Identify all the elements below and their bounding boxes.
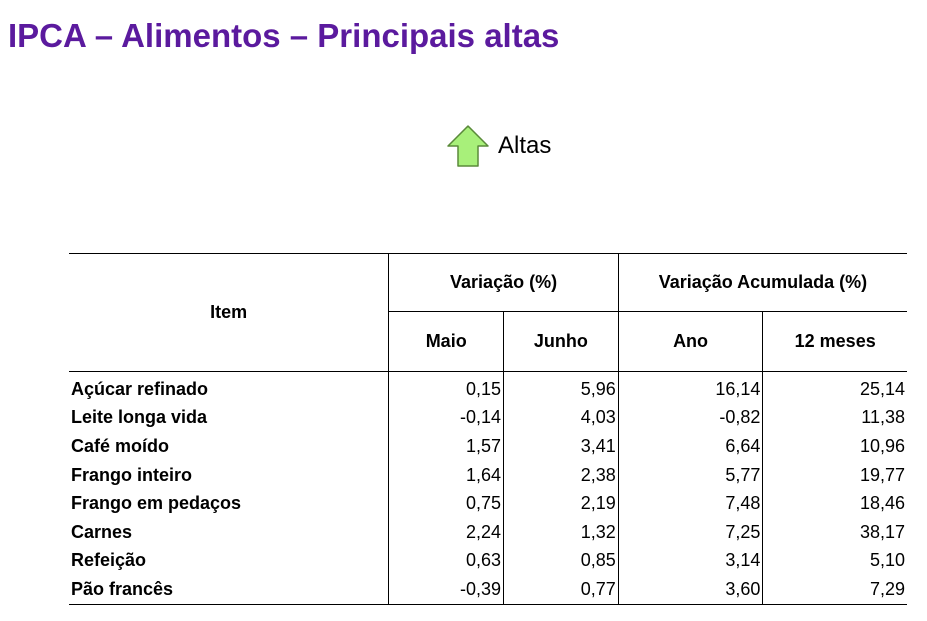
cell-maio: 2,24 <box>388 517 504 547</box>
row-item-label: Frango inteiro <box>71 464 192 485</box>
cell-maio: 0,15 <box>388 371 504 404</box>
header-item: Item <box>69 253 389 372</box>
header-12-meses: 12 meses <box>762 311 907 372</box>
cell-ano: 7,48 <box>617 489 763 518</box>
cell-doze-meses: 18,46 <box>762 489 907 518</box>
cell-junho: 2,19 <box>503 489 619 518</box>
header-ano: Ano <box>617 311 763 372</box>
arrow-up-icon <box>447 125 489 167</box>
cell-doze-meses: 11,38 <box>762 403 907 433</box>
cell-doze-meses: 7,29 <box>762 575 907 605</box>
cell-junho: 0,77 <box>503 575 619 605</box>
table-row: Açúcar refinado 0,15 5,96 16,14 25,14 <box>69 371 907 404</box>
cell-maio: 1,64 <box>388 460 504 490</box>
cell-maio: -0,14 <box>388 403 504 433</box>
legend-label: Altas <box>498 132 552 159</box>
cell-junho: 4,03 <box>503 403 619 433</box>
cell-ano: 5,77 <box>617 460 763 490</box>
table-body: Açúcar refinado 0,15 5,96 16,14 25,14 Leite l… <box>69 371 907 605</box>
table-row: Pão francês -0,39 0,77 3,60 7,29 <box>69 575 907 605</box>
page-title: IPCA – Alimentos – Principais altas <box>8 17 560 54</box>
cell-ano: 16,14 <box>617 371 763 404</box>
header-junho: Junho <box>503 311 619 372</box>
legend: Altas <box>446 124 551 168</box>
cell-ano: -0,82 <box>617 403 763 433</box>
cell-doze-meses: 5,10 <box>762 546 907 576</box>
row-item-label: Açúcar refinado <box>71 378 209 399</box>
cell-ano: 7,25 <box>617 517 763 547</box>
row-item-label: Café moído <box>71 435 170 456</box>
table-row: Leite longa vida -0,14 4,03 -0,82 11,38 <box>69 403 907 433</box>
header-variacao-acumulada: Variação Acumulada (%) <box>617 253 907 312</box>
cell-ano: 6,64 <box>617 432 763 461</box>
cell-junho: 1,32 <box>503 517 619 547</box>
table-row: Frango inteiro 1,64 2,38 5,77 19,77 <box>69 460 907 490</box>
table-row: Frango em pedaços 0,75 2,19 7,48 18,46 <box>69 489 907 518</box>
cell-ano: 3,60 <box>617 575 763 605</box>
header-maio: Maio <box>388 311 504 372</box>
cell-junho: 3,41 <box>503 432 619 461</box>
row-item-label: Carnes <box>71 521 133 542</box>
cell-maio: 0,75 <box>388 489 504 518</box>
cell-ano: 3,14 <box>617 546 763 576</box>
row-item-label: Refeição <box>71 550 147 571</box>
cell-maio: -0,39 <box>388 575 504 605</box>
row-item-label: Frango em pedaços <box>71 493 242 514</box>
price-table: Item Variação (%) Variação Acumulada (%)… <box>69 253 907 605</box>
table-row: Refeição 0,63 0,85 3,14 5,10 <box>69 546 907 576</box>
cell-doze-meses: 38,17 <box>762 517 907 547</box>
cell-doze-meses: 25,14 <box>762 371 907 404</box>
row-item-label: Pão francês <box>69 575 389 605</box>
header-variacao: Variação (%) <box>388 253 619 312</box>
cell-junho: 0,85 <box>503 546 619 576</box>
table-row: Carnes 2,24 1,32 7,25 38,17 <box>69 517 907 547</box>
cell-junho: 5,96 <box>503 371 619 404</box>
cell-doze-meses: 10,96 <box>762 432 907 461</box>
table-row: Café moído 1,57 3,41 6,64 10,96 <box>69 432 907 461</box>
cell-maio: 0,63 <box>388 546 504 576</box>
row-item-label: Leite longa vida <box>71 407 208 428</box>
cell-junho: 2,38 <box>503 460 619 490</box>
cell-doze-meses: 19,77 <box>762 460 907 490</box>
cell-maio: 1,57 <box>388 432 504 461</box>
